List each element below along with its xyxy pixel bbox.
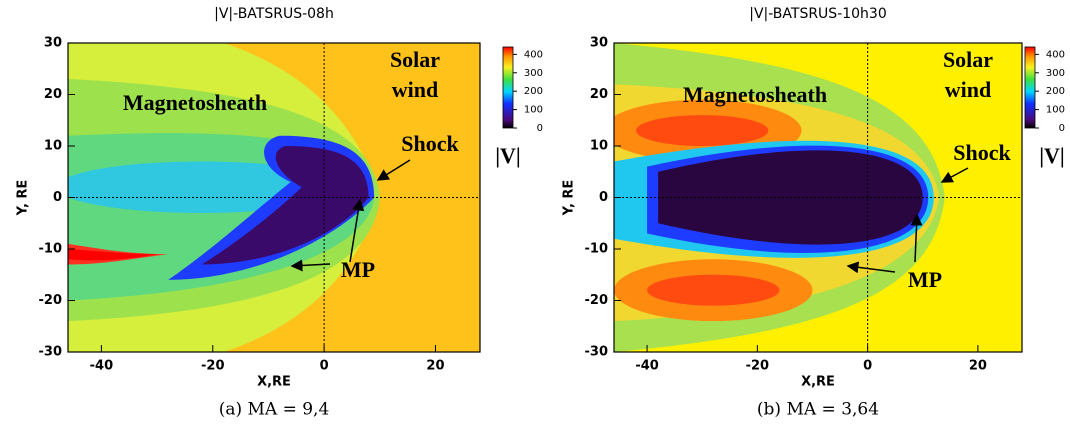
- annotation-arrow: [349, 198, 365, 263]
- y-tick-label: -30: [39, 345, 63, 360]
- colorbar-tick-label: 100: [524, 105, 543, 116]
- caption: (b) MA = 3,64: [757, 400, 879, 420]
- colorbar-tick-label: 400: [1046, 49, 1065, 60]
- y-axis-label: Y, RE: [562, 180, 577, 217]
- y-tick-label: 30: [44, 36, 62, 51]
- annotation: wind: [945, 77, 991, 102]
- x-tick-label: 0: [863, 359, 872, 374]
- y-tick-label: -20: [585, 293, 609, 308]
- y-tick-label: 0: [53, 190, 62, 205]
- y-tick-label: 20: [44, 87, 62, 102]
- y-tick-label: 30: [590, 36, 608, 51]
- annotation-arrow: [376, 159, 411, 181]
- y-tick-label: 0: [599, 190, 608, 205]
- y-tick-label: 10: [590, 139, 608, 154]
- x-tick-label: 20: [969, 359, 987, 374]
- colorbar-tick-label: 300: [1046, 68, 1065, 79]
- y-tick-label: -10: [39, 242, 63, 257]
- chart-title: |V|-BATSRUS-08h: [214, 6, 334, 22]
- x-tick-label: -40: [90, 359, 114, 374]
- annotation: MP: [908, 267, 942, 292]
- annotation-arrow: [846, 261, 896, 274]
- annotation-arrow: [910, 213, 923, 263]
- annotation: Shock: [401, 131, 459, 156]
- x-tick-label: -20: [746, 359, 770, 374]
- colorbar: [1024, 46, 1036, 129]
- x-tick-label: 20: [426, 359, 444, 374]
- colorbar-tick-label: 0: [537, 123, 543, 134]
- colorbar-label: |V|: [495, 143, 521, 168]
- annotation: Solar: [943, 47, 993, 72]
- annotation-arrow: [940, 167, 969, 183]
- colorbar-tick-label: 400: [524, 49, 543, 60]
- colorbar-tick-label: 200: [1046, 86, 1065, 97]
- colorbar-tick-label: 100: [1046, 105, 1065, 116]
- x-tick-label: 0: [320, 359, 329, 374]
- colorbar-tick-label: 200: [524, 86, 543, 97]
- chart-title: |V|-BATSRUS-10h30: [749, 6, 887, 22]
- caption: (a) MA = 9,4: [219, 400, 330, 420]
- colorbar-label: |V|: [1039, 143, 1065, 168]
- y-tick-label: -20: [39, 293, 63, 308]
- y-tick-label: -30: [585, 345, 609, 360]
- y-tick-label: 10: [44, 139, 62, 154]
- annotation-arrow: [290, 259, 331, 272]
- field-map: [614, 43, 1022, 352]
- x-axis-label: X,RE: [801, 375, 835, 390]
- annotation: wind: [392, 77, 438, 102]
- colorbar: [502, 46, 514, 129]
- annotation: Magnetosheath: [683, 82, 827, 107]
- x-axis-label: X,RE: [257, 375, 291, 390]
- x-tick-label: -40: [635, 359, 659, 374]
- annotation: Magnetosheath: [123, 90, 267, 115]
- y-axis-label: Y, RE: [16, 180, 31, 217]
- annotation: Shock: [953, 140, 1011, 165]
- annotation: Solar: [390, 47, 440, 72]
- x-tick-label: -20: [201, 359, 225, 374]
- annotation: MP: [341, 257, 375, 282]
- colorbar-tick-label: 0: [1059, 123, 1065, 134]
- colorbar-tick-label: 300: [524, 68, 543, 79]
- y-tick-label: -10: [585, 242, 609, 257]
- y-tick-label: 20: [590, 87, 608, 102]
